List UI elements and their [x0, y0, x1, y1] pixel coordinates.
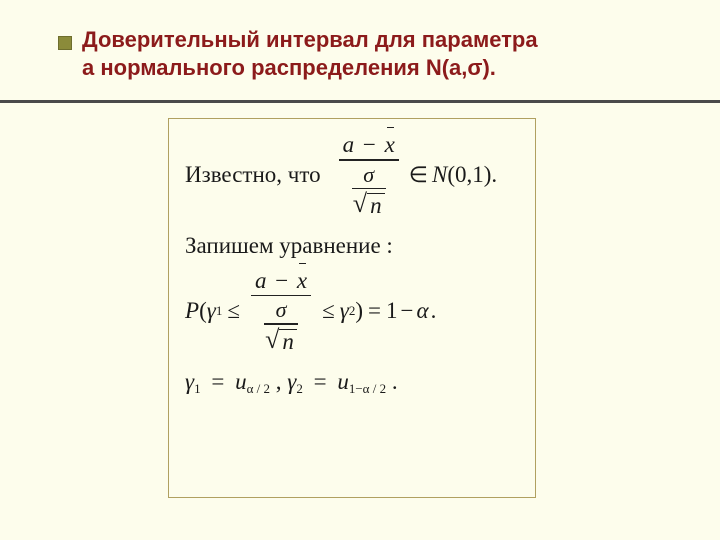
title-line-2: a нормального распределения N(a,σ).: [82, 55, 496, 80]
element-of-icon: ∈: [409, 162, 428, 188]
big-fraction-1: a − x σ √ n: [339, 133, 399, 217]
x-bar: x: [385, 133, 395, 157]
inner-fraction-sigma-sqrtn: σ √ n: [352, 163, 386, 217]
math-line-3: P ( γ1 ≤ a − x σ √ n: [185, 269, 519, 353]
big-fraction-2: a − x σ √ n: [251, 269, 311, 353]
sqrt-n: √ n: [353, 191, 385, 217]
math-line-1: Известно, что a − x σ √ n: [185, 133, 519, 217]
math-line-4: γ1 = uα / 2 , γ2 = u1−α / 2 .: [185, 369, 519, 397]
formula-box: Известно, что a − x σ √ n: [168, 118, 536, 498]
math-line-2: Запишем уравнение :: [185, 233, 519, 259]
title-bullet: [58, 36, 72, 50]
text-known-that: Известно, что: [185, 162, 321, 188]
slide: Доверительный интервал для параметра a н…: [0, 0, 720, 540]
slide-title: Доверительный интервал для параметра a н…: [82, 26, 662, 81]
horizontal-rule: [0, 100, 720, 103]
title-line-1: Доверительный интервал для параметра: [82, 27, 538, 52]
text-write-equation: Запишем уравнение :: [185, 233, 393, 258]
